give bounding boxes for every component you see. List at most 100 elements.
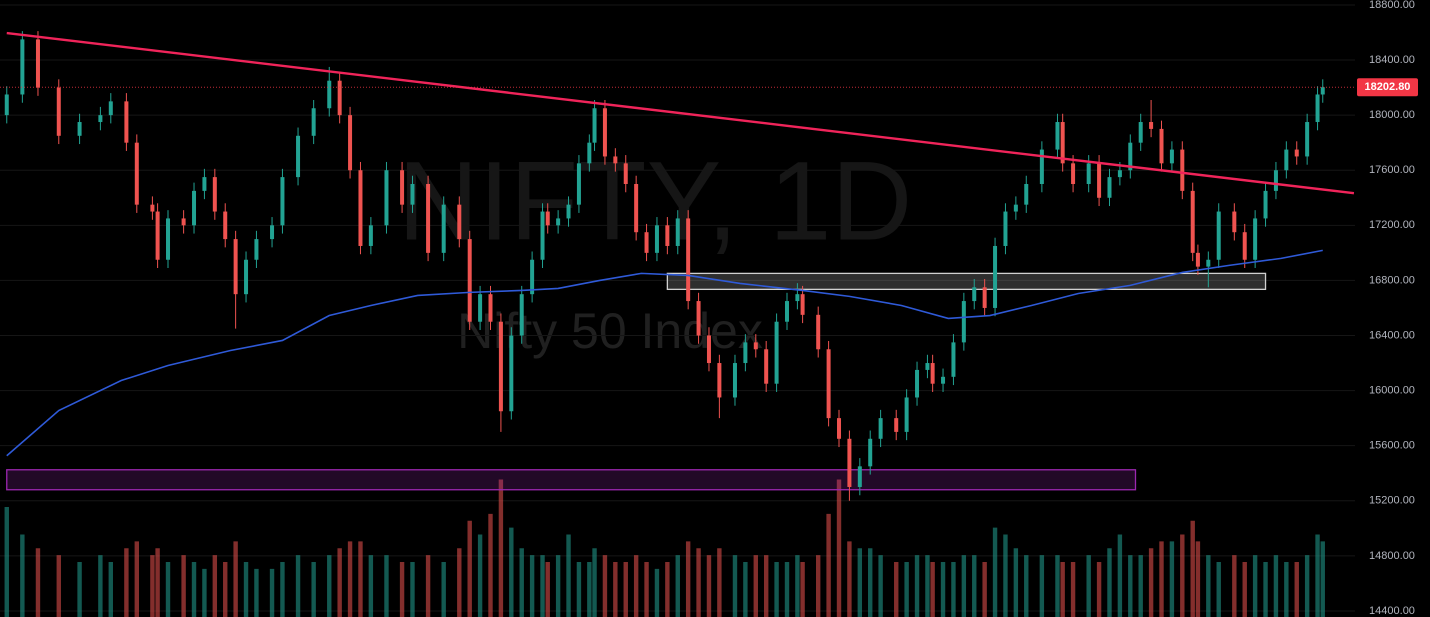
volume-bar bbox=[743, 562, 748, 617]
overlays bbox=[0, 31, 1355, 457]
candle-body bbox=[1206, 259, 1211, 267]
candle-body bbox=[467, 239, 472, 322]
volume-bar bbox=[1107, 548, 1112, 617]
volume-bar bbox=[1206, 555, 1211, 617]
volume-bar bbox=[254, 568, 259, 617]
candle-body bbox=[576, 163, 581, 205]
y-tick-label: 17600.00 bbox=[1369, 164, 1415, 176]
volume-bar bbox=[108, 562, 113, 617]
candle-body bbox=[847, 438, 852, 487]
candle-body bbox=[634, 183, 639, 233]
candle-body bbox=[181, 218, 186, 226]
volume-bar bbox=[800, 562, 805, 617]
y-tick-label: 17200.00 bbox=[1369, 219, 1415, 231]
y-tick-label: 14400.00 bbox=[1369, 605, 1415, 617]
volume-bar bbox=[1294, 562, 1299, 617]
candle-body bbox=[1159, 128, 1164, 164]
candle-body bbox=[566, 204, 571, 219]
volume-bar bbox=[795, 555, 800, 617]
volume-bar bbox=[1180, 534, 1185, 617]
volume-bar bbox=[488, 513, 493, 617]
candle-body bbox=[1013, 204, 1018, 212]
candle-body bbox=[1263, 190, 1268, 219]
candle-body bbox=[1107, 177, 1112, 198]
volume-bar bbox=[212, 555, 218, 617]
volume-bar bbox=[1024, 555, 1029, 617]
volume-bar bbox=[904, 562, 909, 617]
candle-body bbox=[1169, 149, 1174, 164]
candle-body bbox=[925, 363, 930, 370]
volume-bar bbox=[457, 548, 462, 617]
candle-body bbox=[1039, 149, 1044, 184]
volume-bar bbox=[566, 534, 571, 617]
volume-bar bbox=[165, 562, 171, 617]
volume-bar bbox=[644, 562, 649, 617]
volume-bar bbox=[155, 548, 160, 617]
volume-bar bbox=[1320, 541, 1325, 617]
volume-bar bbox=[150, 555, 155, 617]
volume-bar bbox=[665, 562, 670, 617]
candle-body bbox=[993, 245, 998, 308]
candle-body bbox=[1086, 163, 1091, 184]
candle-body bbox=[743, 342, 748, 364]
candle-body bbox=[410, 183, 415, 205]
candle-body bbox=[951, 342, 956, 377]
volume-bar bbox=[613, 562, 618, 617]
volume-bar bbox=[675, 555, 680, 617]
volume-bar bbox=[1138, 555, 1143, 617]
candles bbox=[4, 31, 1325, 501]
candle-body bbox=[868, 438, 873, 467]
volume-bar bbox=[1070, 562, 1076, 617]
volume-bar bbox=[20, 534, 25, 617]
candle-body bbox=[311, 108, 316, 136]
volume-bar bbox=[1190, 520, 1195, 617]
volume-bar bbox=[1060, 562, 1065, 617]
candle-body bbox=[358, 170, 363, 246]
candle-body bbox=[20, 39, 25, 95]
price-axis: 14400.00 14800.00 15200.00 15600.00 16000.00… bbox=[1355, 0, 1430, 617]
candle-body bbox=[982, 287, 987, 308]
volume-bar bbox=[1304, 555, 1310, 617]
candle-body bbox=[441, 204, 446, 253]
volume-bar bbox=[399, 562, 405, 617]
candle-body bbox=[837, 418, 842, 439]
volume-pane bbox=[4, 479, 1325, 617]
volume-bar bbox=[847, 541, 852, 617]
candle-body bbox=[1216, 211, 1221, 260]
candle-body bbox=[644, 232, 649, 253]
candle-body bbox=[545, 211, 550, 226]
candle-body bbox=[1305, 122, 1310, 157]
volume-bar bbox=[410, 562, 415, 617]
volume-bar bbox=[753, 555, 758, 617]
volume-bar bbox=[1148, 548, 1154, 617]
candle-body bbox=[800, 294, 805, 315]
candle-body bbox=[556, 218, 561, 226]
volume-bar bbox=[992, 527, 998, 617]
candle-body bbox=[400, 170, 405, 205]
candle-body bbox=[717, 363, 722, 398]
y-tick-label: 18000.00 bbox=[1369, 109, 1415, 121]
candle-body bbox=[826, 349, 831, 419]
volume-bar bbox=[602, 555, 608, 617]
volume-bar bbox=[1232, 555, 1237, 617]
volume-bar bbox=[587, 562, 592, 617]
candle-body bbox=[1128, 142, 1133, 171]
candle-body bbox=[592, 108, 597, 143]
candle-body bbox=[774, 321, 779, 384]
volume-bar bbox=[1263, 562, 1268, 617]
volume-bar bbox=[623, 562, 628, 617]
volume-bar bbox=[327, 555, 332, 617]
candle-body bbox=[654, 225, 659, 253]
volume-bar bbox=[441, 562, 446, 617]
candle-body bbox=[686, 218, 691, 302]
volume-bar bbox=[592, 548, 597, 617]
candle-body bbox=[894, 418, 899, 432]
candle-body bbox=[166, 218, 171, 260]
volume-bar bbox=[972, 555, 977, 617]
volume-bar bbox=[816, 555, 821, 617]
volume-bar bbox=[545, 562, 550, 617]
y-tick-label: 16400.00 bbox=[1369, 329, 1415, 341]
y-tick-label: 14800.00 bbox=[1369, 550, 1415, 562]
candle-body bbox=[878, 418, 883, 439]
candle-body bbox=[941, 376, 946, 384]
